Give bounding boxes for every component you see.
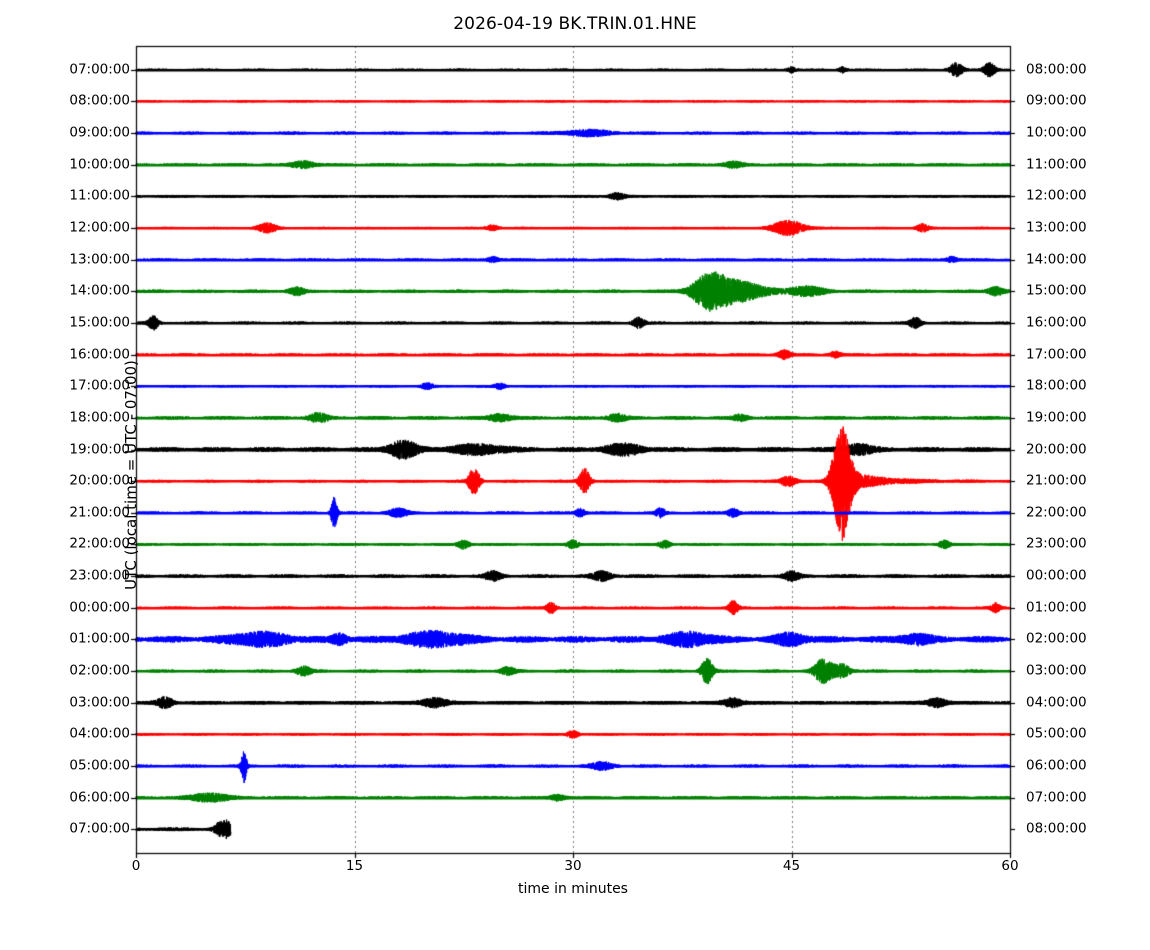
x-axis-label: time in minutes <box>518 881 628 897</box>
y-tick-right-2: 10:00:00 <box>1026 124 1087 141</box>
y-tick-left-19: 02:00:00 <box>69 662 130 679</box>
y-tick-left-24: 07:00:00 <box>69 820 130 837</box>
y-tick-right-22: 06:00:00 <box>1026 757 1087 774</box>
y-tick-left-1: 08:00:00 <box>69 92 130 109</box>
y-tick-right-10: 18:00:00 <box>1026 377 1087 394</box>
y-tick-right-19: 03:00:00 <box>1026 662 1087 679</box>
x-tick-1: 15 <box>345 858 364 874</box>
y-tick-left-12: 19:00:00 <box>69 440 130 457</box>
y-tick-left-17: 00:00:00 <box>69 598 130 615</box>
y-tick-left-14: 21:00:00 <box>69 504 130 521</box>
y-tick-left-6: 13:00:00 <box>69 250 130 267</box>
y-tick-right-21: 05:00:00 <box>1026 725 1087 742</box>
y-tick-left-23: 06:00:00 <box>69 788 130 805</box>
y-tick-right-17: 01:00:00 <box>1026 598 1087 615</box>
y-tick-right-11: 19:00:00 <box>1026 409 1087 426</box>
y-tick-left-10: 17:00:00 <box>69 377 130 394</box>
x-tick-2: 30 <box>564 858 582 874</box>
x-tick-0: 0 <box>131 858 141 874</box>
y-tick-right-7: 15:00:00 <box>1026 282 1087 299</box>
y-tick-left-7: 14:00:00 <box>69 282 130 299</box>
y-tick-right-20: 04:00:00 <box>1026 693 1087 710</box>
y-tick-right-3: 11:00:00 <box>1026 155 1087 172</box>
y-tick-right-13: 21:00:00 <box>1026 472 1087 489</box>
y-tick-right-5: 13:00:00 <box>1026 219 1087 236</box>
y-tick-left-9: 16:00:00 <box>69 345 130 362</box>
y-tick-right-14: 22:00:00 <box>1026 504 1087 521</box>
y-tick-left-2: 09:00:00 <box>69 124 130 141</box>
y-tick-left-13: 20:00:00 <box>69 472 130 489</box>
y-tick-right-23: 07:00:00 <box>1026 788 1087 805</box>
x-tick-4: 60 <box>1001 858 1019 874</box>
y-tick-right-6: 14:00:00 <box>1026 250 1087 267</box>
y-tick-right-0: 08:00:00 <box>1026 60 1087 77</box>
x-tick-3: 45 <box>782 858 801 874</box>
y-tick-left-15: 22:00:00 <box>69 535 130 552</box>
y-tick-left-3: 10:00:00 <box>69 155 130 172</box>
y-tick-left-20: 03:00:00 <box>69 693 130 710</box>
y-tick-left-18: 01:00:00 <box>69 630 130 647</box>
page-title: 2026-04-19 BK.TRIN.01.HNE <box>453 14 697 34</box>
y-tick-left-5: 12:00:00 <box>69 219 130 236</box>
y-tick-right-18: 02:00:00 <box>1026 630 1087 647</box>
y-tick-right-8: 16:00:00 <box>1026 314 1087 331</box>
y-tick-left-21: 04:00:00 <box>69 725 130 742</box>
y-tick-right-12: 20:00:00 <box>1026 440 1087 457</box>
y-tick-left-0: 07:00:00 <box>69 60 130 77</box>
y-tick-right-1: 09:00:00 <box>1026 92 1087 109</box>
y-tick-right-9: 17:00:00 <box>1026 345 1087 362</box>
y-tick-left-16: 23:00:00 <box>69 567 130 584</box>
y-tick-right-16: 00:00:00 <box>1026 567 1087 584</box>
y-tick-right-24: 08:00:00 <box>1026 820 1087 837</box>
y-tick-left-11: 18:00:00 <box>69 409 130 426</box>
y-tick-right-15: 23:00:00 <box>1026 535 1087 552</box>
y-tick-left-4: 11:00:00 <box>69 187 130 204</box>
y-tick-left-8: 15:00:00 <box>69 314 130 331</box>
y-tick-right-4: 12:00:00 <box>1026 187 1087 204</box>
y-tick-left-22: 05:00:00 <box>69 757 130 774</box>
